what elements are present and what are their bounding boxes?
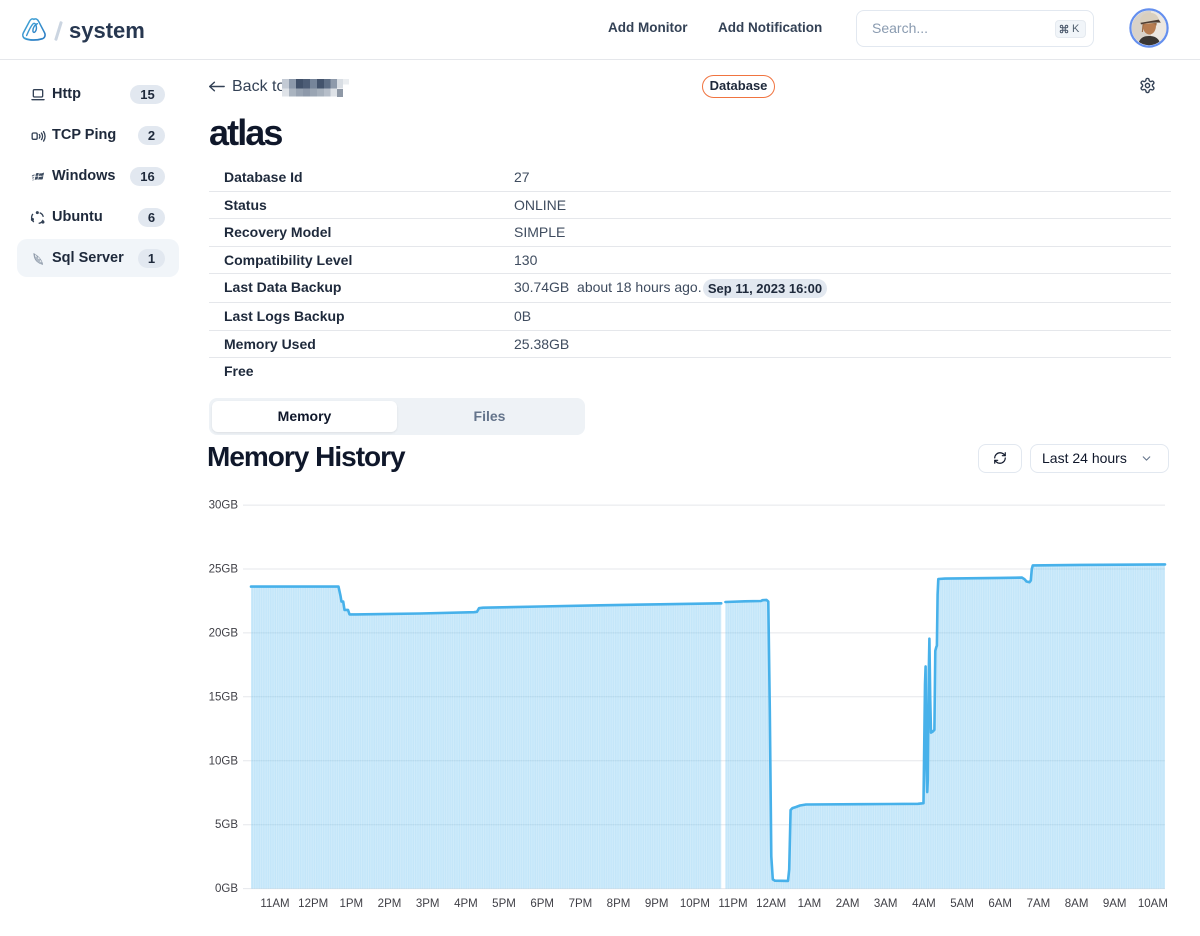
svg-text:1AM: 1AM bbox=[798, 898, 822, 910]
svg-text:20GB: 20GB bbox=[209, 627, 239, 639]
svg-text:8PM: 8PM bbox=[607, 898, 631, 910]
svg-text:2PM: 2PM bbox=[378, 898, 402, 910]
svg-text:5AM: 5AM bbox=[950, 898, 974, 910]
svg-text:12AM: 12AM bbox=[756, 898, 786, 910]
svg-text:1PM: 1PM bbox=[339, 898, 363, 910]
svg-text:12PM: 12PM bbox=[298, 898, 328, 910]
svg-text:9PM: 9PM bbox=[645, 898, 669, 910]
svg-text:0GB: 0GB bbox=[215, 883, 238, 895]
svg-text:15GB: 15GB bbox=[209, 691, 239, 703]
svg-text:7PM: 7PM bbox=[569, 898, 593, 910]
svg-text:6PM: 6PM bbox=[530, 898, 554, 910]
svg-text:4PM: 4PM bbox=[454, 898, 478, 910]
svg-text:3AM: 3AM bbox=[874, 898, 898, 910]
svg-text:3PM: 3PM bbox=[416, 898, 440, 910]
svg-text:11PM: 11PM bbox=[718, 898, 747, 910]
svg-text:10AM: 10AM bbox=[1138, 898, 1168, 910]
svg-text:25GB: 25GB bbox=[209, 564, 239, 576]
svg-text:8AM: 8AM bbox=[1065, 898, 1089, 910]
svg-text:10GB: 10GB bbox=[209, 755, 239, 767]
svg-text:2AM: 2AM bbox=[836, 898, 860, 910]
svg-text:10PM: 10PM bbox=[680, 898, 710, 910]
svg-text:30GB: 30GB bbox=[209, 500, 239, 512]
svg-text:5PM: 5PM bbox=[492, 898, 516, 910]
svg-text:7AM: 7AM bbox=[1027, 898, 1051, 910]
svg-text:5GB: 5GB bbox=[215, 819, 238, 831]
svg-text:4AM: 4AM bbox=[912, 898, 936, 910]
svg-text:11AM: 11AM bbox=[260, 898, 289, 910]
svg-text:9AM: 9AM bbox=[1103, 898, 1127, 910]
svg-text:6AM: 6AM bbox=[988, 898, 1012, 910]
